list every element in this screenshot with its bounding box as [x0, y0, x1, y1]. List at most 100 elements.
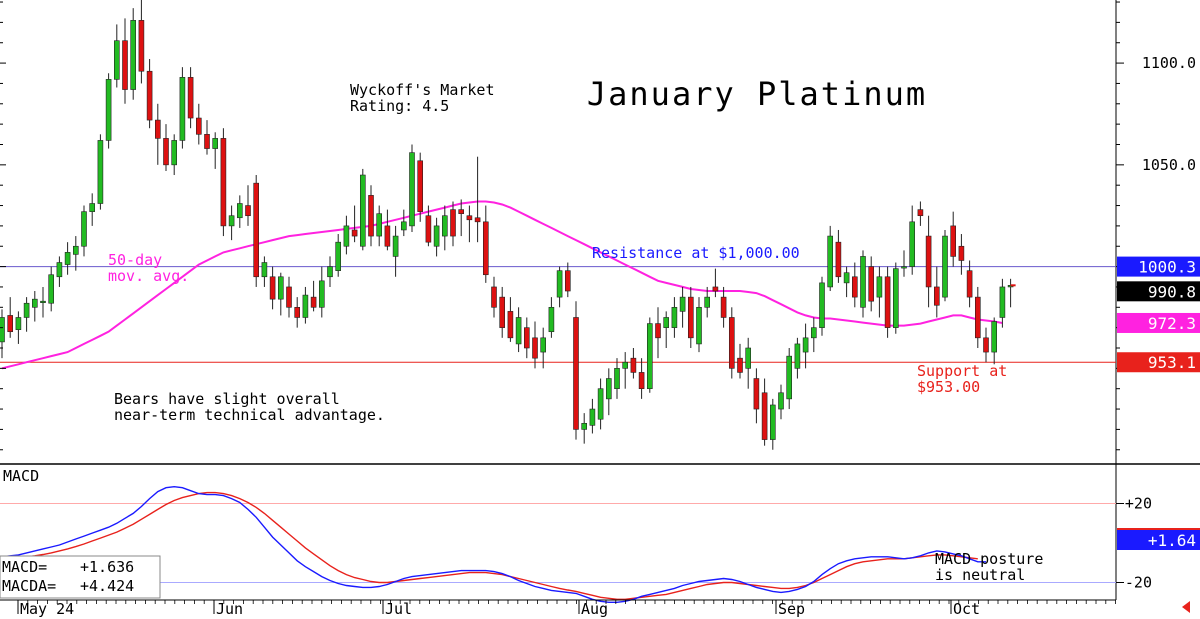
- candle-body: [458, 209, 465, 214]
- candle-body: [499, 296, 506, 328]
- candle-body: [614, 368, 620, 390]
- candle: [761, 378, 768, 446]
- candle-body: [687, 296, 694, 339]
- candle-body: [974, 296, 981, 339]
- macd-lines-layer: [1, 485, 986, 603]
- candle: [827, 225, 834, 292]
- candle-body: [966, 270, 973, 298]
- candle-body: [171, 140, 177, 166]
- candle-body: [925, 235, 932, 288]
- candle-body: [769, 404, 776, 440]
- candle-body: [359, 174, 366, 247]
- macd-readout-value: +1.636: [80, 558, 134, 576]
- candle: [253, 175, 259, 287]
- candle-body: [679, 296, 686, 312]
- candle-body: [441, 215, 448, 237]
- candle: [720, 286, 727, 328]
- last-price-badge-text: 990.8: [1148, 282, 1196, 301]
- candle: [728, 307, 735, 379]
- candle: [335, 234, 342, 277]
- time-axis: May 24 Jun Jul Aug Sep Oct: [0, 599, 1116, 618]
- candle-body: [581, 422, 588, 430]
- candle-body: [196, 117, 202, 135]
- price-tick-label: 1100.0: [1142, 54, 1196, 72]
- support-label-line-1: Support at: [917, 362, 1007, 380]
- candle-body: [335, 241, 342, 271]
- candle: [835, 229, 842, 283]
- candle-body: [138, 20, 145, 72]
- candle-body: [556, 270, 563, 298]
- candle-body: [228, 215, 235, 227]
- macd-panel-text: MACD MACD posture is neutral MACD= +1.63…: [0, 467, 1043, 599]
- resistance-badge: 1000.3: [1117, 256, 1200, 277]
- candle-body: [253, 182, 259, 278]
- candle: [983, 327, 989, 363]
- candle: [540, 327, 547, 369]
- candle: [589, 398, 596, 434]
- candle-body: [646, 323, 653, 390]
- candle: [532, 321, 538, 369]
- time-label: Jun: [216, 600, 243, 618]
- candle: [786, 348, 793, 410]
- candle: [318, 266, 325, 318]
- candle-body: [876, 276, 883, 298]
- scroll-arrow-icon[interactable]: [1182, 601, 1190, 613]
- candle: [409, 144, 415, 232]
- candle-body: [515, 317, 522, 345]
- candle: [466, 205, 473, 243]
- candle: [884, 266, 891, 338]
- candle-body: [64, 252, 71, 265]
- ma-label-line-2: mov. avg.: [108, 267, 189, 285]
- candle-body: [482, 221, 489, 276]
- candle-body: [630, 357, 637, 373]
- candle-body: [810, 327, 817, 339]
- candle: [450, 201, 456, 247]
- candle-body: [7, 315, 13, 333]
- candle-body: [368, 195, 374, 237]
- candle: [441, 205, 448, 251]
- candle-body: [466, 215, 473, 221]
- candle: [991, 317, 998, 365]
- last-price-badge: 990.8: [1117, 281, 1200, 302]
- candle-body: [827, 235, 834, 288]
- candle-body: [245, 205, 251, 217]
- moving-average-line: [1, 200, 1003, 370]
- candle: [655, 307, 661, 359]
- candle-body: [474, 217, 481, 223]
- candle: [851, 262, 858, 308]
- candle-body: [0, 317, 5, 343]
- candle: [155, 103, 161, 165]
- candle-body: [81, 211, 87, 247]
- candle: [204, 120, 210, 155]
- candle: [212, 132, 218, 169]
- candle: [220, 128, 227, 237]
- candle-body: [950, 225, 957, 257]
- candle: [15, 311, 22, 344]
- annotation-line-1: Bears have slight overall: [114, 390, 340, 408]
- ma-badge-bg: [1117, 312, 1200, 333]
- candle: [261, 256, 268, 287]
- candle: [1007, 278, 1014, 308]
- candle-body: [212, 138, 218, 149]
- candle: [122, 18, 128, 104]
- macd-badge-text: +1.64: [1148, 531, 1196, 550]
- candle: [663, 311, 670, 348]
- candle: [31, 291, 38, 322]
- candle-body: [237, 203, 243, 219]
- candle-body: [122, 40, 128, 90]
- macd-tick-label: -20: [1125, 574, 1152, 592]
- support-badge-bg: [1117, 352, 1200, 373]
- candle-body: [114, 40, 120, 80]
- candle: [794, 337, 801, 379]
- candle-body: [392, 235, 399, 257]
- candle-body: [540, 337, 547, 353]
- candle-body: [720, 296, 727, 318]
- candle: [40, 286, 46, 318]
- candle-body: [933, 286, 940, 306]
- candle: [376, 205, 383, 247]
- candle: [909, 205, 916, 275]
- candle: [294, 297, 301, 328]
- candle-body: [638, 372, 645, 390]
- candle: [630, 348, 637, 379]
